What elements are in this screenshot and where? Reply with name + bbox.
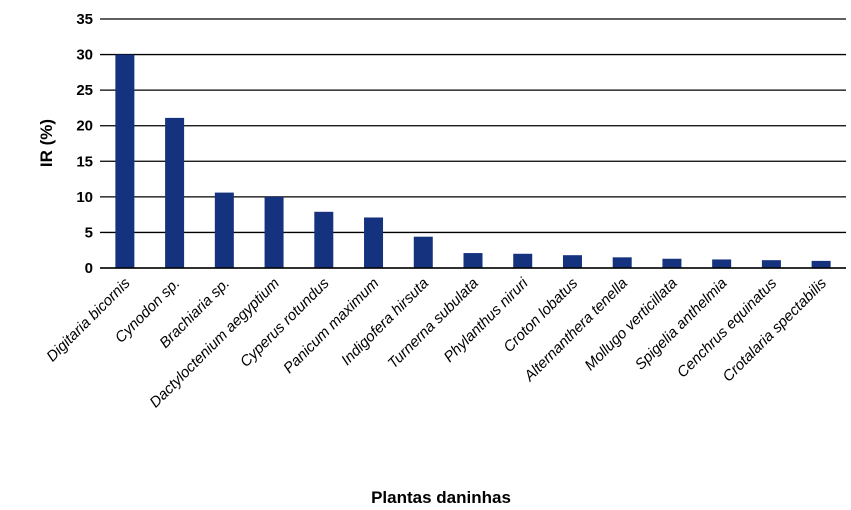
x-tick-label: Phylanthus niruri [441,274,532,365]
bar [115,54,135,269]
x-tick-label: Spigelia anthelmia [632,275,731,374]
bar [413,236,433,268]
y-tick-label: 15 [76,153,93,170]
bars [115,54,831,269]
bar [314,211,334,268]
bar [562,255,582,268]
x-tick-label: Mollugo verticillata [581,275,680,374]
bar [712,259,732,268]
bar [214,192,234,268]
bar [811,260,831,268]
bar [364,217,384,268]
x-tick-label: Cyperus rotundus [237,274,333,370]
y-axis-ticks: 0 5 10 15 20 25 30 35 [76,11,93,277]
y-tick-label: 0 [85,260,93,277]
bar [463,253,483,268]
x-tick-label: Digitaria bicornis [43,274,134,365]
bar [612,257,632,268]
bar [165,117,185,268]
x-tick-label: Indigofera hirsuta [338,275,432,369]
y-axis-title: IR (%) [37,119,56,167]
y-tick-label: 30 [76,47,93,64]
x-tick-label: Panicum maximum [280,275,382,377]
bar [264,196,284,268]
y-tick-label: 10 [76,189,93,206]
x-tick-label: Turnerna subulata [385,275,482,372]
x-axis-title: Plantas daninhas [371,488,511,507]
y-tick-label: 35 [76,11,93,28]
bar [761,260,781,268]
y-tick-label: 20 [76,118,93,135]
bar [662,258,682,268]
gridlines [100,18,846,269]
y-tick-label: 5 [85,224,93,241]
y-tick-label: 25 [76,82,93,99]
bar [513,253,533,268]
